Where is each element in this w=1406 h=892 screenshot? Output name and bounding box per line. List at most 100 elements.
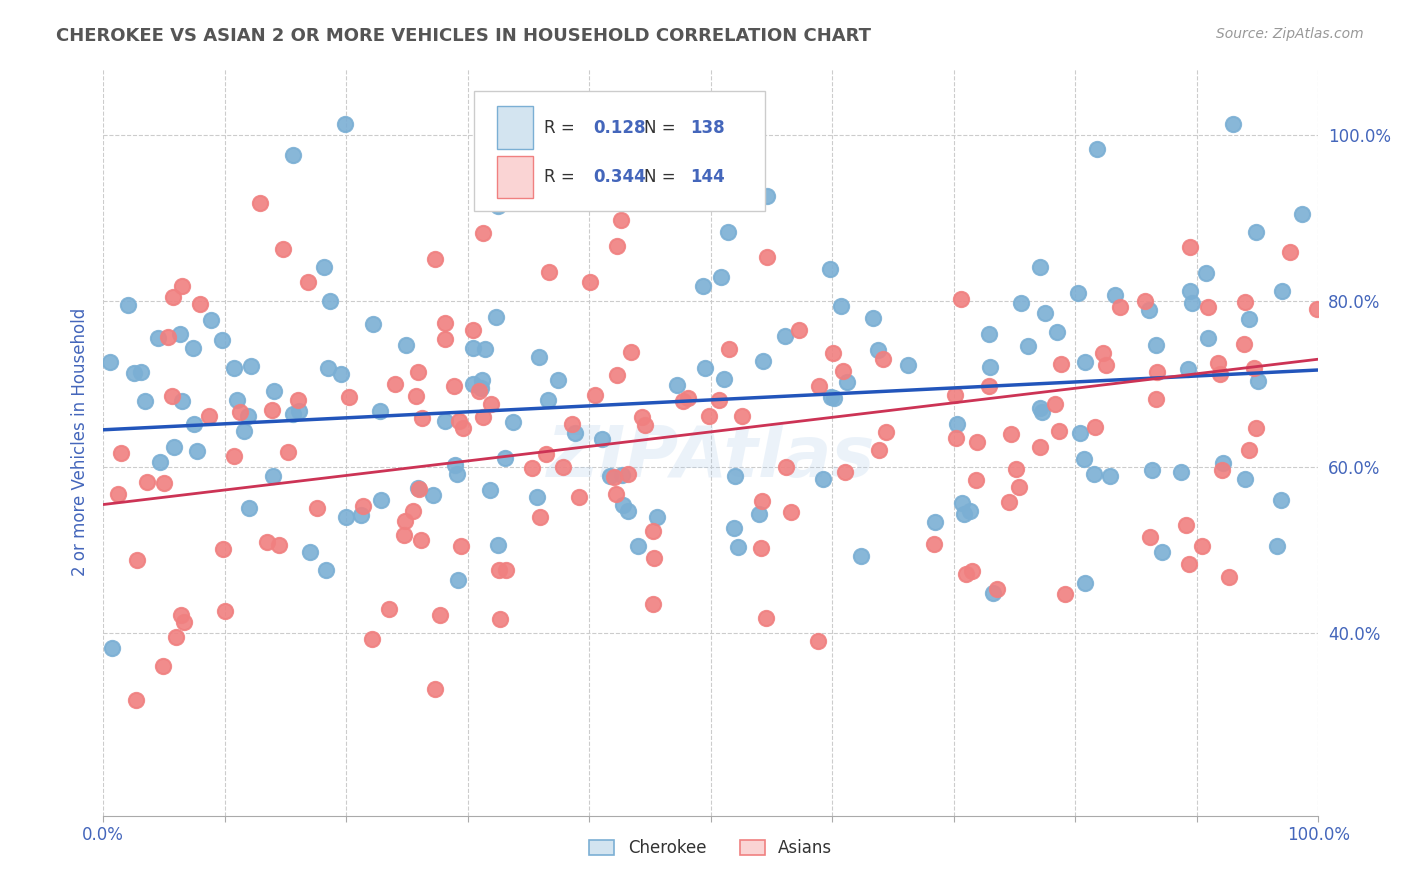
- Point: [173, 615, 195, 630]
- Point: [830, 299, 852, 313]
- Point: [1074, 576, 1097, 591]
- Point: [1029, 260, 1052, 274]
- Point: [471, 372, 494, 386]
- Point: [212, 541, 235, 556]
- Point: [1181, 296, 1204, 310]
- Point: [1067, 285, 1090, 300]
- Point: [749, 541, 772, 555]
- Point: [479, 397, 502, 411]
- Point: [959, 503, 981, 517]
- Point: [169, 607, 191, 622]
- Point: [165, 630, 187, 644]
- Point: [537, 393, 560, 408]
- Point: [747, 507, 769, 521]
- Point: [707, 392, 730, 407]
- Point: [641, 598, 664, 612]
- Point: [474, 343, 496, 357]
- Point: [211, 333, 233, 347]
- Point: [370, 492, 392, 507]
- Point: [529, 509, 551, 524]
- Point: [849, 549, 872, 563]
- Point: [394, 515, 416, 529]
- Point: [897, 358, 920, 372]
- Point: [966, 434, 988, 449]
- Point: [807, 633, 830, 648]
- Point: [1005, 462, 1028, 476]
- Point: [131, 365, 153, 379]
- Point: [713, 372, 735, 386]
- Point: [979, 379, 1001, 393]
- Point: [269, 538, 291, 552]
- Point: [981, 586, 1004, 600]
- Point: [1152, 545, 1174, 559]
- Point: [148, 455, 170, 469]
- Point: [724, 468, 747, 483]
- Point: [924, 516, 946, 530]
- Point: [162, 290, 184, 304]
- Point: [489, 611, 512, 625]
- Point: [1209, 367, 1232, 381]
- Point: [1233, 336, 1256, 351]
- Point: [183, 417, 205, 431]
- Point: [610, 213, 633, 227]
- Point: [564, 425, 586, 440]
- Point: [551, 460, 574, 475]
- Point: [232, 424, 254, 438]
- Point: [1083, 467, 1105, 481]
- FancyBboxPatch shape: [496, 155, 533, 198]
- Point: [1008, 480, 1031, 494]
- Point: [922, 536, 945, 550]
- Point: [692, 279, 714, 293]
- Point: [350, 508, 373, 523]
- Text: ZIPAtlas: ZIPAtlas: [547, 423, 875, 491]
- Point: [222, 449, 245, 463]
- Point: [495, 563, 517, 577]
- Point: [717, 225, 740, 239]
- Point: [986, 582, 1008, 597]
- Point: [522, 461, 544, 475]
- Point: [117, 298, 139, 312]
- Point: [214, 604, 236, 618]
- Point: [312, 260, 335, 275]
- Point: [405, 389, 427, 403]
- Point: [1029, 401, 1052, 415]
- Point: [811, 472, 834, 486]
- Point: [402, 504, 425, 518]
- Point: [599, 469, 621, 483]
- Point: [433, 414, 456, 428]
- Point: [470, 381, 492, 395]
- Point: [271, 242, 294, 256]
- Point: [1104, 287, 1126, 301]
- Point: [429, 608, 451, 623]
- Point: [1139, 530, 1161, 544]
- Y-axis label: 2 or more Vehicles in Household: 2 or more Vehicles in Household: [72, 308, 89, 576]
- Point: [181, 341, 204, 355]
- Point: [1074, 354, 1097, 368]
- Point: [730, 155, 752, 169]
- Point: [98, 355, 121, 369]
- Point: [122, 366, 145, 380]
- Point: [287, 392, 309, 407]
- Point: [1073, 451, 1095, 466]
- Point: [361, 318, 384, 332]
- Point: [605, 486, 627, 500]
- Point: [538, 265, 561, 279]
- FancyBboxPatch shape: [474, 91, 765, 211]
- Point: [835, 376, 858, 390]
- Point: [249, 196, 271, 211]
- Point: [422, 488, 444, 502]
- Point: [200, 313, 222, 327]
- Point: [1095, 358, 1118, 372]
- Point: [1146, 365, 1168, 379]
- Point: [478, 483, 501, 497]
- Point: [1144, 338, 1167, 352]
- Point: [547, 373, 569, 387]
- Point: [862, 310, 884, 325]
- Point: [751, 494, 773, 508]
- Point: [678, 392, 700, 406]
- FancyBboxPatch shape: [496, 106, 533, 149]
- Point: [425, 681, 447, 696]
- Point: [450, 539, 472, 553]
- Point: [305, 500, 328, 515]
- Point: [406, 365, 429, 379]
